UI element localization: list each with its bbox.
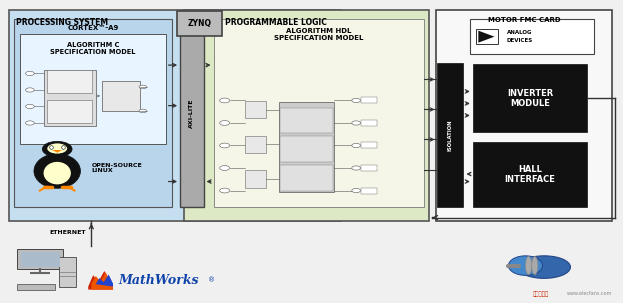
Polygon shape (62, 167, 80, 175)
Bar (177, 11, 222, 36)
Circle shape (352, 121, 361, 125)
Ellipse shape (525, 257, 531, 275)
Polygon shape (52, 150, 62, 153)
Ellipse shape (531, 257, 538, 275)
Bar (244, 101, 266, 118)
Bar (361, 165, 377, 171)
Text: MathWorks: MathWorks (118, 274, 199, 287)
Polygon shape (92, 272, 113, 290)
Circle shape (26, 104, 34, 108)
Text: ALGORITHM C
SPECIFICATION MODEL: ALGORITHM C SPECIFICATION MODEL (50, 42, 136, 55)
Circle shape (139, 109, 146, 113)
Text: CORTEX™-A9: CORTEX™-A9 (67, 25, 118, 32)
Text: ®: ® (208, 278, 215, 284)
Text: ZYNQ: ZYNQ (188, 19, 211, 28)
Bar (280, 165, 333, 191)
Polygon shape (88, 271, 113, 290)
Text: PROCESSING SYSTEM: PROCESSING SYSTEM (16, 18, 108, 27)
Circle shape (352, 188, 361, 193)
Bar (361, 188, 377, 194)
Circle shape (220, 143, 230, 148)
Text: ETHERNET: ETHERNET (50, 230, 87, 235)
Circle shape (26, 88, 34, 92)
Bar (184, 10, 429, 221)
Text: MOTOR FMC CARD: MOTOR FMC CARD (488, 17, 560, 23)
Bar (9, 10, 341, 221)
Bar (437, 63, 464, 207)
Text: AXI-LITE: AXI-LITE (189, 98, 194, 128)
Text: 电子发烧网: 电子发烧网 (533, 291, 549, 297)
Text: DEVICES: DEVICES (507, 38, 533, 43)
Circle shape (352, 166, 361, 170)
Ellipse shape (508, 256, 543, 275)
Text: www.elecfans.com: www.elecfans.com (567, 291, 612, 296)
Polygon shape (478, 31, 495, 43)
Ellipse shape (34, 154, 80, 188)
Bar (280, 136, 333, 162)
Circle shape (220, 121, 230, 125)
Circle shape (352, 98, 361, 102)
Bar (47, 100, 92, 123)
Bar (180, 19, 204, 207)
Bar (44, 70, 97, 126)
Bar (278, 102, 335, 192)
Circle shape (220, 166, 230, 170)
Circle shape (26, 71, 34, 75)
Bar (473, 65, 587, 132)
Text: ALGORITHM HDL
SPECIFICATION MODEL: ALGORITHM HDL SPECIFICATION MODEL (274, 28, 364, 41)
Bar (17, 284, 55, 290)
Bar (14, 19, 172, 207)
Ellipse shape (518, 256, 571, 278)
Polygon shape (96, 275, 113, 287)
Text: PROGRAMMABLE LOGIC: PROGRAMMABLE LOGIC (225, 18, 326, 27)
Circle shape (220, 188, 230, 193)
Bar (361, 142, 377, 148)
Circle shape (220, 98, 230, 103)
Bar (361, 120, 377, 126)
Bar (361, 98, 377, 103)
Bar (59, 257, 77, 287)
Text: OPEN-SOURCE
LINUX: OPEN-SOURCE LINUX (92, 163, 142, 173)
Bar (103, 81, 140, 111)
Bar (476, 29, 498, 44)
Bar (470, 19, 594, 54)
Text: ISOLATION: ISOLATION (448, 119, 453, 151)
Ellipse shape (44, 162, 71, 184)
Ellipse shape (42, 141, 72, 157)
Circle shape (352, 143, 361, 148)
Bar (280, 108, 333, 134)
Bar (47, 70, 92, 93)
Bar (473, 142, 587, 207)
Bar (17, 249, 64, 268)
Bar (244, 135, 266, 153)
Text: HALL
INTERFACE: HALL INTERFACE (505, 165, 556, 185)
Bar (20, 35, 166, 144)
Polygon shape (34, 167, 52, 175)
Circle shape (26, 121, 34, 125)
Bar (244, 170, 266, 188)
Ellipse shape (47, 143, 67, 154)
Text: ANALOG: ANALOG (507, 30, 533, 35)
Bar (435, 10, 612, 221)
Bar (214, 19, 424, 207)
Text: INVERTER
MODULE: INVERTER MODULE (507, 88, 553, 108)
Bar (21, 252, 60, 267)
Circle shape (139, 85, 146, 89)
